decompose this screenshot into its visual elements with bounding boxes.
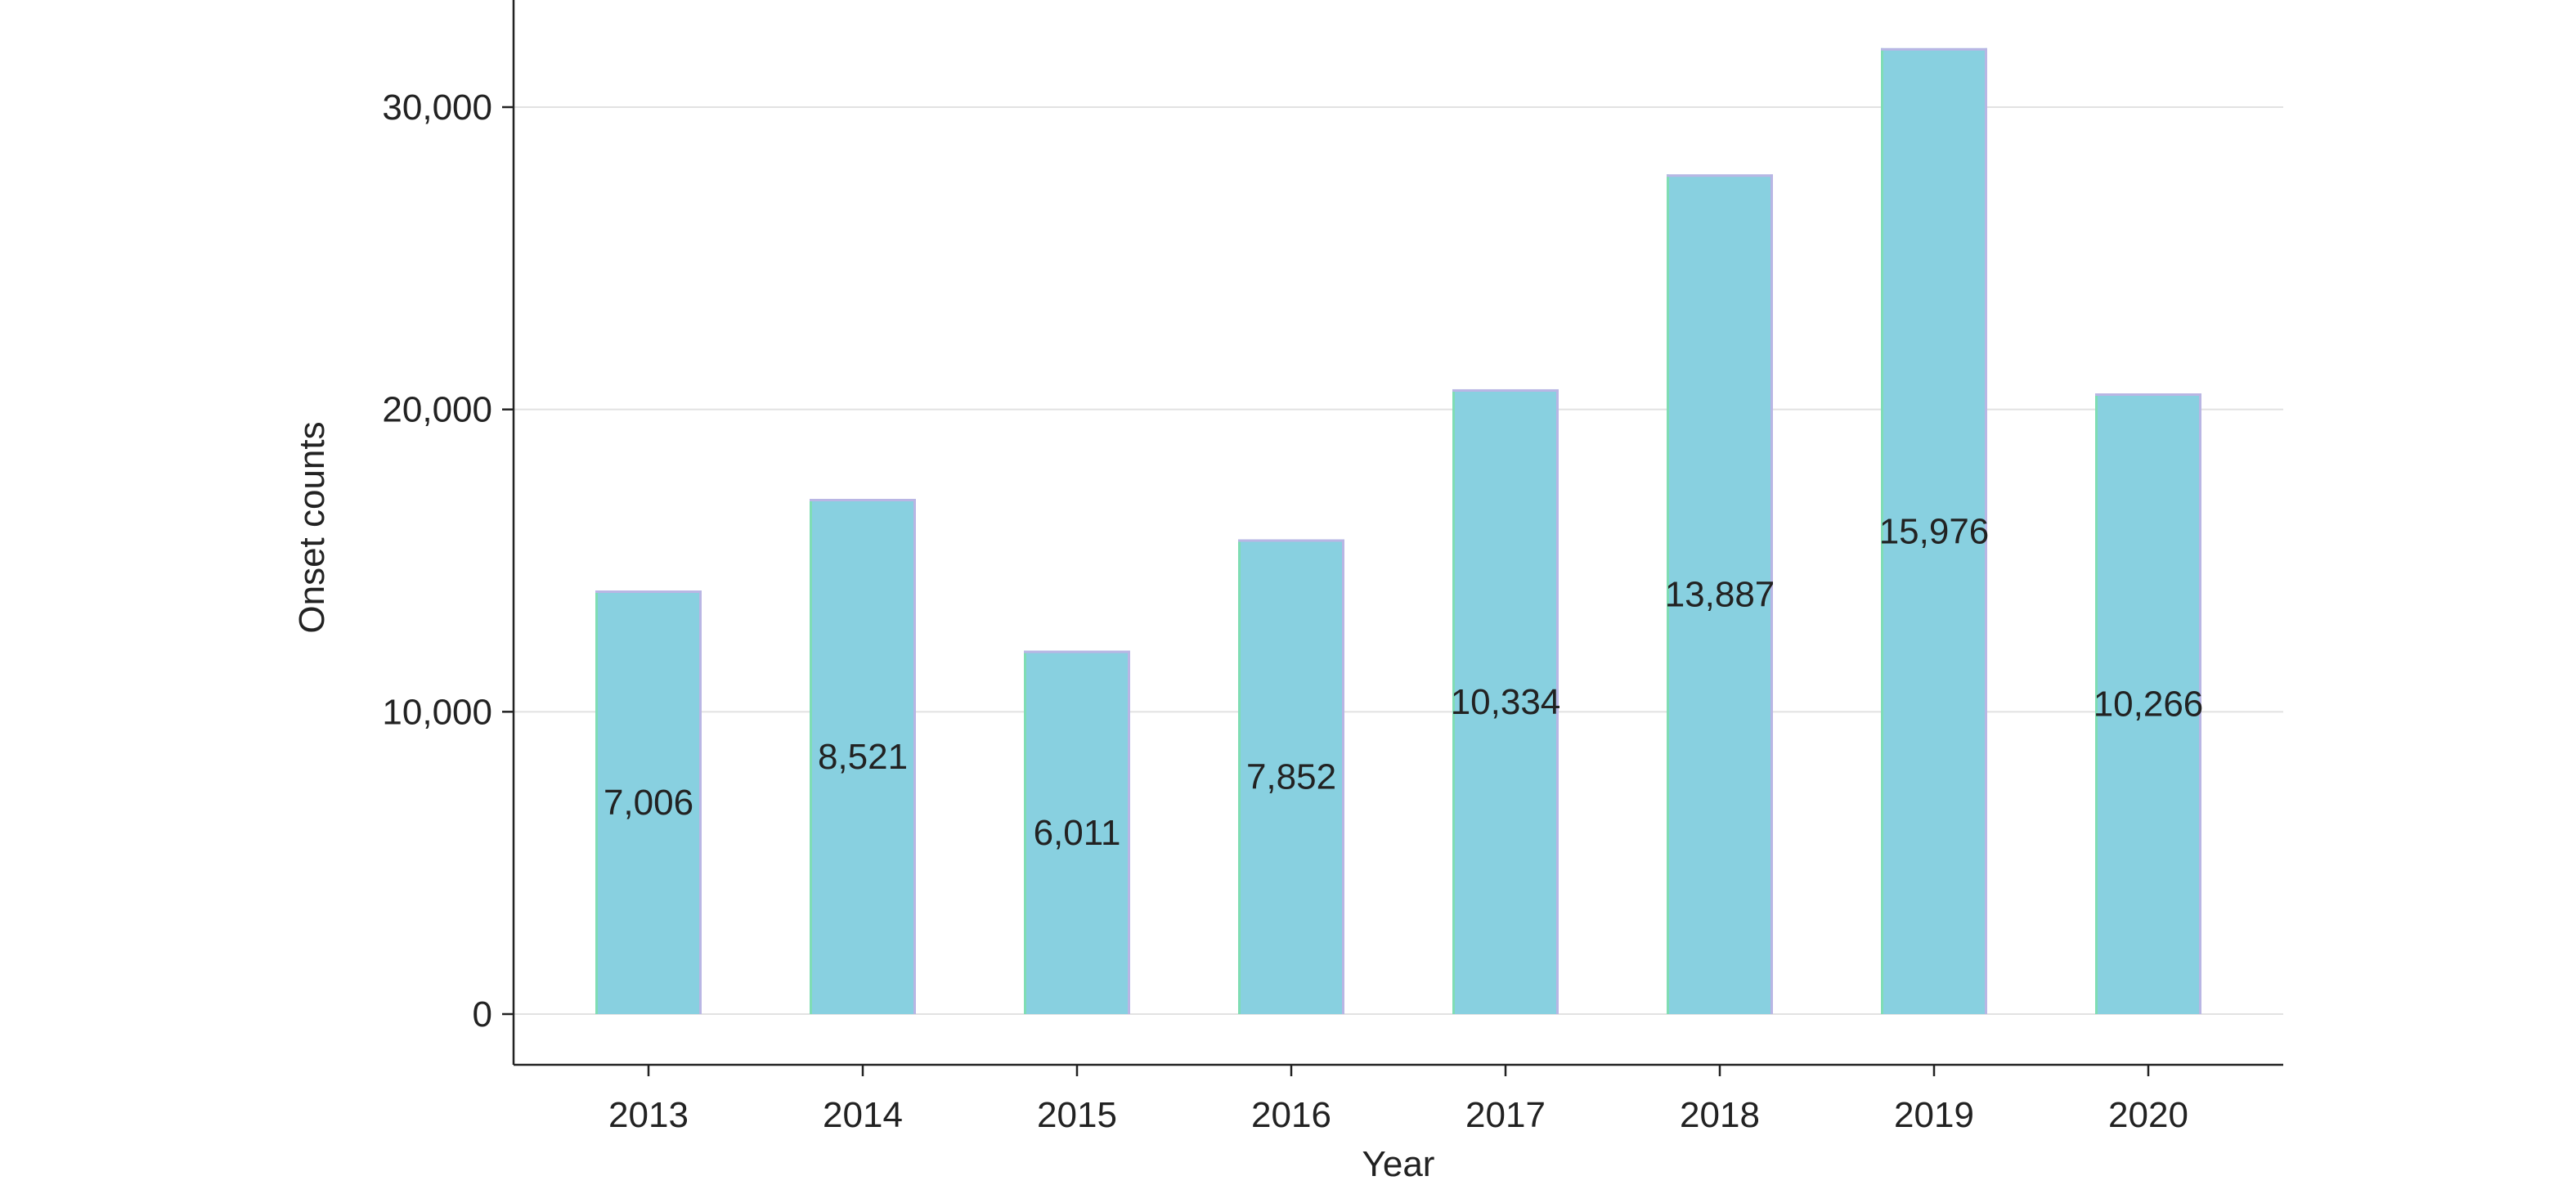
x-tick-label: 2018 (1680, 1095, 1760, 1135)
data-label: 15,976 (1879, 511, 1990, 551)
y-tick-label: 0 (473, 994, 492, 1035)
y-ticks: 0 10,000 20,000 30,000 (382, 88, 514, 1035)
bar-2014 (810, 499, 916, 1014)
bar-2013 (595, 590, 702, 1014)
data-label: 8,521 (818, 737, 908, 777)
y-tick-label: 30,000 (382, 88, 492, 128)
bar (1881, 47, 1987, 1015)
x-axis-title: Year (1362, 1144, 1435, 1184)
bar (1238, 539, 1344, 1014)
data-label: 13,887 (1665, 575, 1775, 615)
axes (512, 0, 2283, 1066)
x-tick-label: 2017 (1465, 1095, 1546, 1135)
x-tick-label: 2020 (2108, 1095, 2188, 1135)
bar-2019 (1881, 47, 1987, 1015)
x-tick-label: 2019 (1894, 1095, 1974, 1135)
bar (1452, 388, 1559, 1015)
bar-2016 (1238, 539, 1344, 1014)
data-label: 7,006 (604, 783, 693, 823)
x-tick-label: 2016 (1251, 1095, 1331, 1135)
y-tick-label: 20,000 (382, 390, 492, 430)
bar (1024, 650, 1130, 1014)
bar (2095, 393, 2201, 1015)
bar (595, 590, 702, 1014)
bar-2017 (1452, 388, 1559, 1015)
bar (1667, 174, 1773, 1014)
x-tick-label: 2015 (1037, 1095, 1117, 1135)
y-axis-title: Onset counts (292, 421, 332, 633)
x-tick-label: 2014 (823, 1095, 903, 1135)
bar (810, 499, 916, 1014)
bar-2018 (1667, 174, 1773, 1014)
x-tick-label: 2013 (608, 1095, 689, 1135)
bar-2015 (1024, 650, 1130, 1014)
data-labels: 7,006 8,521 6,011 7,852 10,334 13,887 15,976 10… (604, 511, 2203, 852)
x-ticks: 2013 2014 2015 2016 2017 2018 2019 2020 (608, 1065, 2188, 1135)
gridlines (514, 106, 2283, 1015)
bar-2020 (2095, 393, 2201, 1015)
bars (595, 47, 2201, 1015)
data-label: 7,852 (1246, 757, 1336, 797)
data-label: 6,011 (1034, 813, 1121, 853)
data-label: 10,334 (1451, 682, 1561, 722)
y-tick-label: 10,000 (382, 692, 492, 732)
data-label: 10,266 (2094, 685, 2204, 725)
